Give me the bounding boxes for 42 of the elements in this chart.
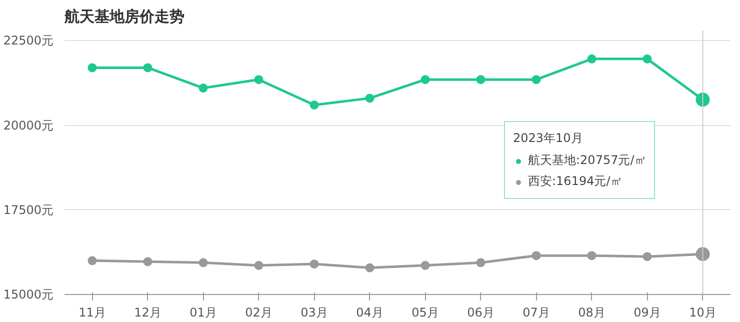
point	[198, 84, 208, 93]
legend-label: 西安:16194元/㎡	[528, 173, 622, 190]
point	[143, 257, 152, 266]
x-tick-label: 06月	[467, 306, 494, 320]
x-tick-label: 04月	[356, 306, 384, 320]
y-tick-label: 15000元	[3, 288, 54, 302]
point	[420, 260, 430, 270]
point	[476, 258, 486, 268]
point	[88, 256, 97, 266]
legend-label: 航天基地:20757元/㎡	[528, 152, 646, 169]
point	[587, 251, 596, 260]
point	[476, 75, 486, 84]
point	[310, 260, 319, 269]
point	[198, 258, 208, 268]
point	[365, 263, 374, 272]
point	[420, 75, 430, 84]
x-tick-label: 08月	[578, 306, 606, 320]
x-tick-label: 03月	[300, 306, 328, 320]
point	[642, 54, 652, 64]
point	[587, 54, 596, 64]
y-tick-label: 20000元	[3, 118, 54, 132]
x-tick-label: 02月	[245, 306, 272, 320]
x-tick-label: 09月	[634, 306, 661, 320]
point	[642, 252, 652, 262]
point	[532, 251, 541, 260]
x-tick-label: 05月	[412, 306, 439, 320]
chart-title: 航天基地房价走势	[64, 8, 184, 26]
point	[254, 260, 264, 270]
point	[88, 63, 97, 72]
legend-title: 2023年10月	[513, 130, 584, 147]
point	[365, 94, 374, 103]
y-tick-label: 17500元	[3, 202, 54, 217]
point	[532, 75, 541, 84]
x-tick-label: 12月	[134, 306, 162, 320]
point	[310, 100, 319, 110]
x-tick-label: 10月	[689, 306, 716, 320]
x-tick-label: 01月	[190, 306, 217, 320]
y-tick-label: 22500元	[3, 34, 54, 48]
point	[143, 63, 152, 72]
x-tick-label: 07月	[522, 306, 550, 320]
point	[254, 75, 264, 84]
x-tick-label: 11月	[78, 306, 106, 320]
